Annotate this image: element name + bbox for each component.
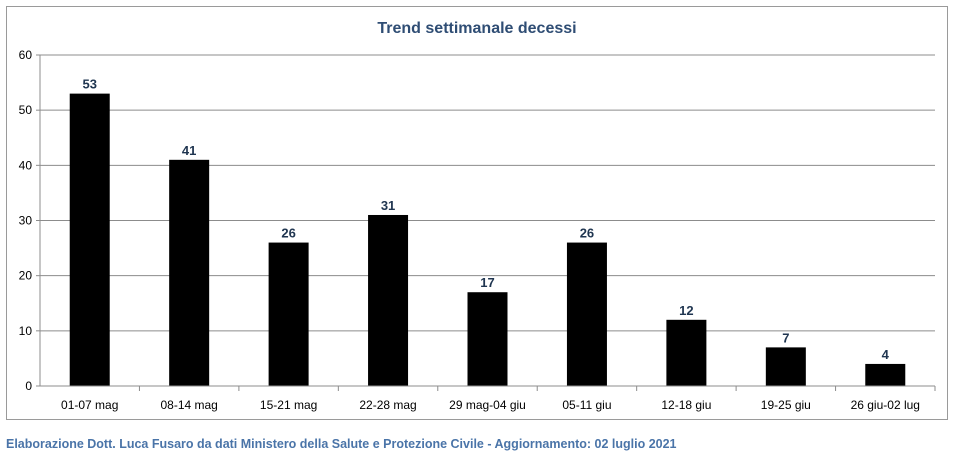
bar — [69, 93, 110, 386]
data-label: 31 — [381, 198, 395, 213]
data-label: 12 — [679, 303, 693, 318]
bar — [566, 242, 607, 386]
bar — [765, 347, 806, 386]
x-tick-label: 05-11 giu — [562, 398, 611, 412]
x-tick-label: 29 mag-04 giu — [449, 398, 526, 412]
x-tick-label: 08-14 mag — [160, 398, 217, 412]
y-tick-label: 0 — [25, 379, 32, 393]
bar — [666, 319, 707, 386]
data-label: 4 — [882, 347, 890, 362]
x-tick-label: 15-21 mag — [260, 398, 317, 412]
bar — [169, 159, 210, 386]
y-tick-label: 20 — [19, 269, 33, 283]
bars — [69, 93, 906, 386]
y-tick-label: 10 — [19, 324, 33, 338]
data-label: 17 — [480, 275, 494, 290]
data-label: 53 — [82, 77, 96, 92]
x-tick-label: 19-25 giu — [761, 398, 811, 412]
data-label: 26 — [580, 226, 594, 241]
bar — [368, 214, 409, 386]
x-tick-label: 12-18 giu — [661, 398, 711, 412]
y-tick-label: 40 — [19, 158, 33, 172]
data-label: 7 — [782, 330, 789, 345]
data-labels: 53 41 26 31 17 26 12 7 4 — [82, 77, 889, 362]
y-axis-ticks: 0 10 20 30 40 50 60 — [19, 48, 40, 393]
bar — [467, 292, 508, 386]
x-axis-ticks: 01-07 mag 08-14 mag 15-21 mag 22-28 mag 29 m… — [61, 386, 936, 412]
axes — [39, 55, 935, 387]
bar — [268, 242, 309, 386]
chart-title: Trend settimanale decessi — [377, 20, 576, 37]
data-label: 41 — [182, 143, 196, 158]
data-label: 26 — [281, 226, 295, 241]
x-tick-label: 01-07 mag — [61, 398, 118, 412]
y-tick-label: 30 — [19, 214, 33, 228]
chart-frame: Trend settimanale decessi 0 10 20 30 40 50 60 … — [6, 6, 948, 420]
x-tick-label: 22-28 mag — [359, 398, 416, 412]
x-tick-label: 26 giu-02 lug — [851, 398, 920, 412]
y-tick-label: 50 — [19, 103, 33, 117]
y-tick-label: 60 — [19, 48, 33, 62]
source-note: Elaborazione Dott. Luca Fusaro da dati M… — [6, 437, 677, 451]
bar — [865, 363, 906, 386]
bar-chart: Trend settimanale decessi 0102030405060 … — [19, 20, 936, 412]
